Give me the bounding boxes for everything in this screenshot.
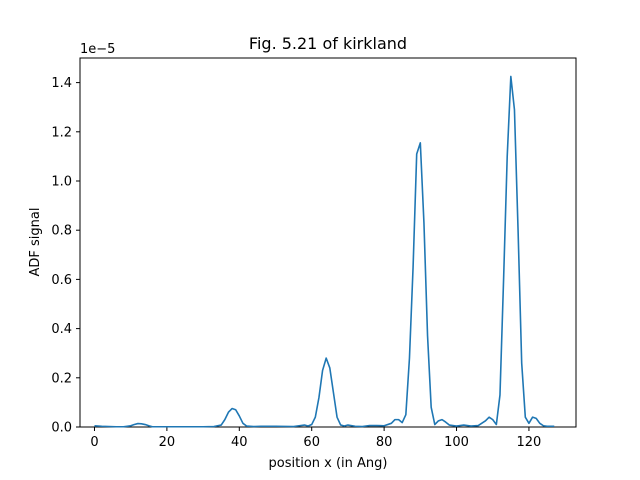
- y-tick-label: 1.0: [51, 175, 72, 190]
- y-tick-label: 0.2: [51, 371, 72, 386]
- x-tick-label: 80: [376, 435, 393, 450]
- y-axis: 0.0 0.2 0.4 0.6 0.8 1.0 1.2 1.4: [51, 76, 80, 436]
- plot-frame: [79, 57, 577, 428]
- y-tick-label: 0.4: [51, 322, 72, 337]
- plot-area: [79, 57, 577, 428]
- x-tick-label: 60: [303, 435, 320, 450]
- y-tick-label: 1.2: [51, 125, 72, 140]
- x-tick-label: 40: [231, 435, 248, 450]
- x-tick-label: 100: [444, 435, 469, 450]
- x-tick-label: 0: [90, 435, 98, 450]
- x-axis: 0 20 40 60 80 100 120: [90, 427, 541, 450]
- x-tick-label: 20: [159, 435, 176, 450]
- y-tick-label: 1.4: [51, 76, 72, 91]
- y-tick-label: 0.0: [51, 421, 72, 436]
- y-axis-label: ADF signal: [28, 208, 43, 277]
- adf-signal-line: [94, 75, 555, 428]
- y-tick-label: 0.6: [51, 273, 72, 288]
- y-tick-label: 0.8: [51, 224, 72, 239]
- chart-title: Fig. 5.21 of kirkland: [249, 34, 407, 53]
- x-axis-label: position x (in Ang): [269, 456, 388, 471]
- y-axis-offset-label: 1e−5: [80, 42, 115, 57]
- x-tick-label: 120: [517, 435, 542, 450]
